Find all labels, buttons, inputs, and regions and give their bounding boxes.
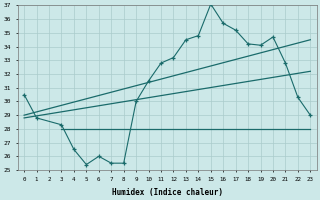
X-axis label: Humidex (Indice chaleur): Humidex (Indice chaleur) [112,188,223,197]
